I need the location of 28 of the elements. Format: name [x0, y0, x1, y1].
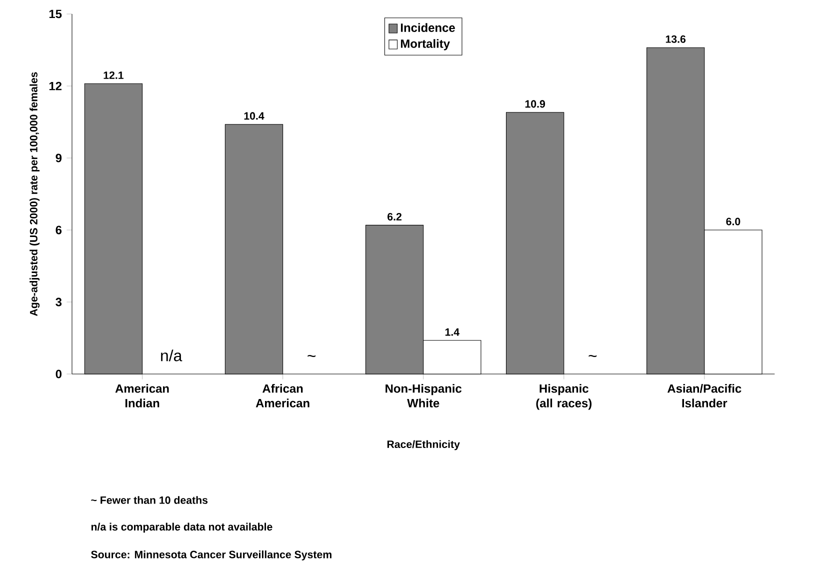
- x-axis-title: Race/Ethnicity: [387, 440, 460, 450]
- y-tick-label: 9: [56, 154, 62, 162]
- source-note: Source: Minnesota Cancer Surveillance System: [91, 550, 332, 560]
- legend-label: Incidence: [400, 23, 455, 32]
- data-label: 13.6: [666, 35, 686, 43]
- data-label: 10.9: [525, 100, 546, 108]
- text: n/a: [161, 350, 182, 362]
- text: ~: [588, 355, 597, 357]
- y-tick-label: 12: [49, 82, 62, 90]
- y-tick-label: 3: [56, 298, 62, 306]
- y-tick-label: 15: [49, 10, 62, 18]
- x-tick-label: American Indian: [115, 384, 169, 408]
- data-label: 6.0: [726, 218, 740, 226]
- data-label: 10.4: [244, 112, 264, 120]
- x-tick-label: African American: [256, 384, 310, 408]
- y-tick-label: 0: [56, 370, 62, 378]
- x-tick-label: Non-Hispanic White: [386, 384, 462, 408]
- data-label: 12.1: [104, 71, 124, 79]
- x-tick-label: Hispanic (all races): [536, 384, 592, 410]
- text: n/a is comparable data not available: [91, 522, 272, 533]
- y-tick-label: 6: [56, 226, 62, 234]
- data-label: 6.2: [388, 212, 402, 221]
- text: ~ Fewer than 10 deaths: [91, 496, 208, 504]
- data-label: 1.4: [445, 328, 460, 336]
- legend-label: Mortality: [400, 39, 450, 50]
- text: ~: [308, 355, 316, 357]
- x-tick-label: Asian/Pacific Islander: [667, 384, 742, 408]
- y-axis-title: Age-adjusted (US 2000) rate per 100,000 females: [30, 72, 40, 316]
